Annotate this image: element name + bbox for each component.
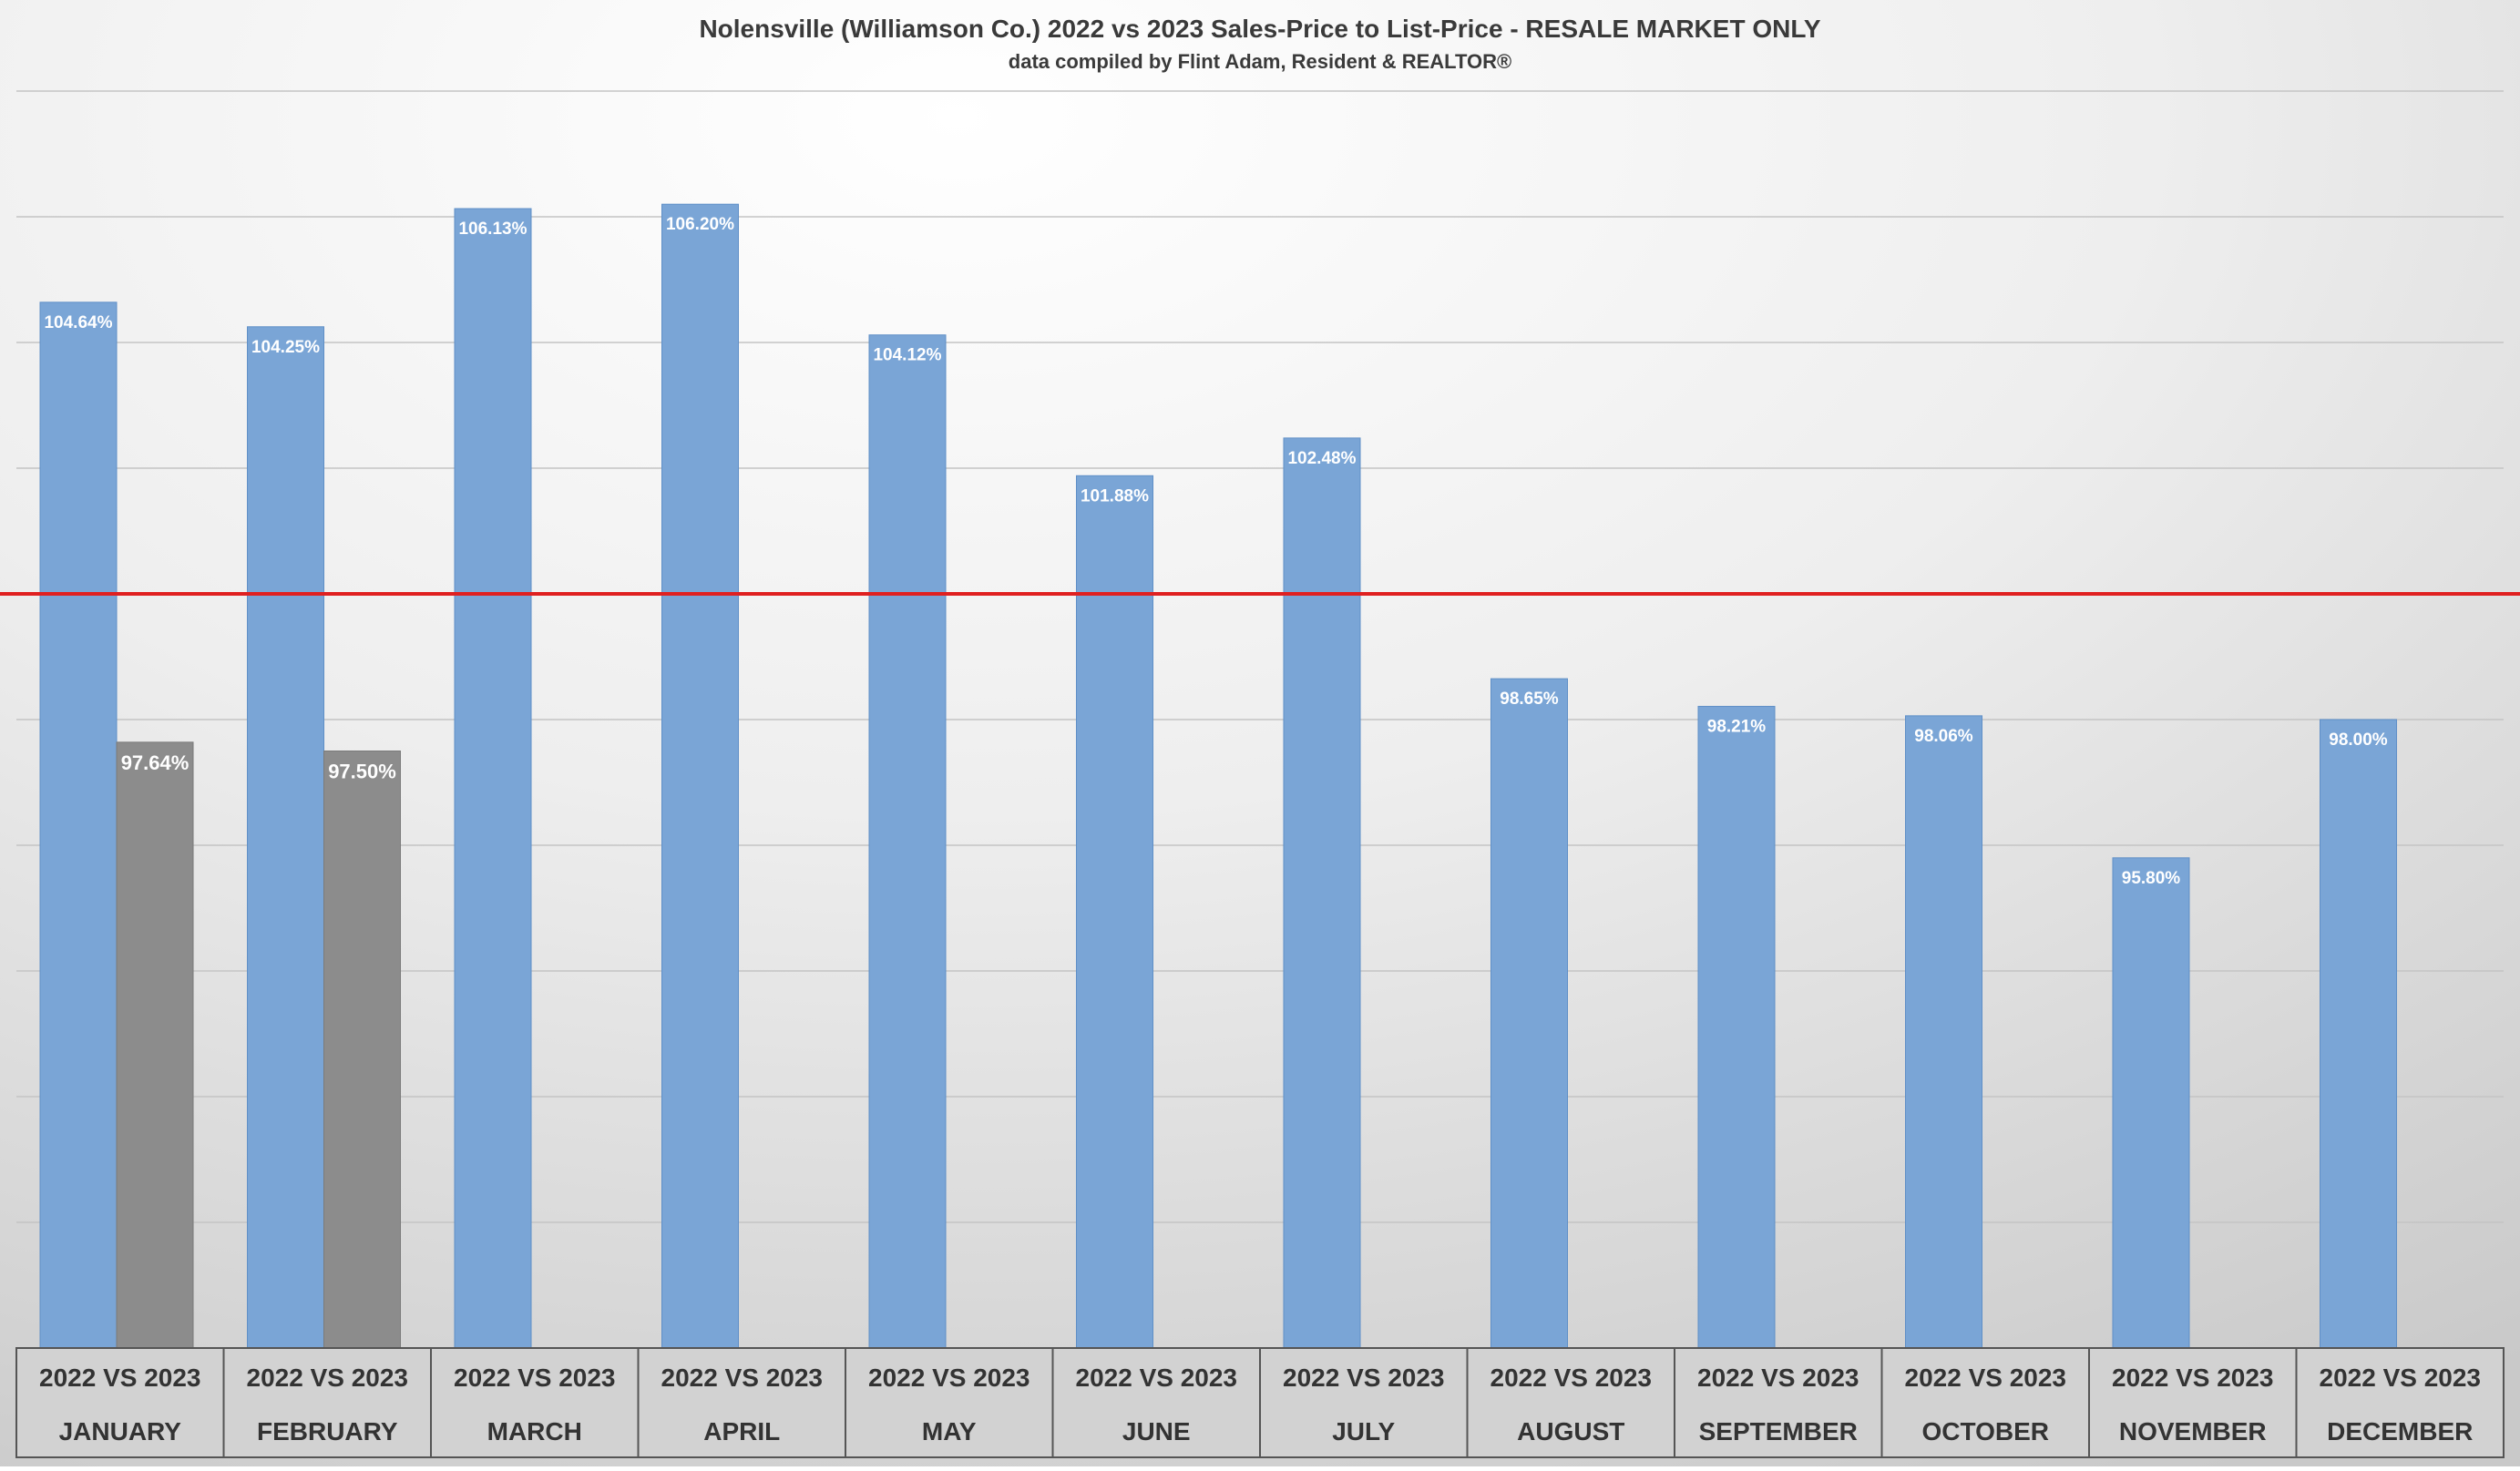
bar-june-series-1 xyxy=(1076,475,1153,1349)
tick-label-group: 2022 VS 2023 xyxy=(39,1364,201,1392)
bar-january-series-1 xyxy=(39,301,118,1349)
bar-march-series-1 xyxy=(454,208,532,1349)
bar-october-series-1 xyxy=(1905,715,1982,1349)
data-label: 106.20% xyxy=(666,215,734,234)
data-label: 98.06% xyxy=(1914,727,1973,746)
tick-label-group: 2022 VS 2023 xyxy=(2112,1364,2274,1392)
data-label: 104.64% xyxy=(44,313,112,332)
data-label: 95.80% xyxy=(2122,869,2181,888)
tick-label-month: MAY xyxy=(922,1417,977,1445)
tick-label-group: 2022 VS 2023 xyxy=(1490,1364,1653,1392)
bar-january-series-2 xyxy=(116,741,194,1349)
tick-label-group: 2022 VS 2023 xyxy=(661,1364,824,1392)
bar-february-series-2 xyxy=(323,751,401,1349)
data-label: 101.88% xyxy=(1081,486,1149,506)
bar-november-series-1 xyxy=(2112,857,2190,1349)
tick-label-month: SEPTEMBER xyxy=(1699,1417,1858,1445)
bars xyxy=(39,203,2397,1349)
tick-label-month: NOVEMBER xyxy=(2119,1417,2267,1445)
tick-label-month: MARCH xyxy=(487,1417,582,1445)
data-labels: 104.64% 97.64% 104.25% 97.50% 106.13% 106.20%… xyxy=(44,215,2387,888)
tick-label-group: 2022 VS 2023 xyxy=(1283,1364,1445,1392)
tick-label-month: JANUARY xyxy=(59,1417,182,1445)
tick-label-month: APRIL xyxy=(703,1417,780,1445)
data-label: 104.25% xyxy=(251,338,320,357)
data-label: 98.21% xyxy=(1707,718,1767,737)
bar-april-series-1 xyxy=(661,203,739,1349)
bar-december-series-1 xyxy=(2320,719,2397,1349)
tick-label-month: OCTOBER xyxy=(1922,1417,2050,1445)
tick-label-group: 2022 VS 2023 xyxy=(454,1364,616,1392)
data-label: 98.00% xyxy=(2329,730,2388,750)
bar-september-series-1 xyxy=(1697,706,1776,1349)
tick-label-group: 2022 VS 2023 xyxy=(1697,1364,1859,1392)
tick-label-group: 2022 VS 2023 xyxy=(1076,1364,1238,1392)
tick-label-month: AUGUST xyxy=(1517,1417,1624,1445)
x-axis-table: 2022 VS 2023 JANUARY 2022 VS 2023 FEBRUARY 2… xyxy=(15,1347,2505,1458)
tick-label-group: 2022 VS 2023 xyxy=(868,1364,1030,1392)
tick-label-group: 2022 VS 2023 xyxy=(1905,1364,2067,1392)
tick-label-group: 2022 VS 2023 xyxy=(247,1364,409,1392)
bar-may-series-1 xyxy=(868,334,947,1349)
chart-subtitle: data compiled by Flint Adam, Resident & … xyxy=(1009,50,1511,73)
bar-february-series-1 xyxy=(247,326,324,1349)
chart-title: Nolensville (Williamson Co.) 2022 vs 202… xyxy=(699,15,1820,43)
tick-label-group: 2022 VS 2023 xyxy=(2320,1364,2482,1392)
data-label: 98.65% xyxy=(1500,690,1559,709)
data-label: 97.50% xyxy=(328,761,396,783)
data-label: 104.12% xyxy=(873,346,941,365)
bar-july-series-1 xyxy=(1283,437,1361,1349)
data-label: 106.13% xyxy=(458,220,527,239)
data-label: 97.64% xyxy=(121,751,190,774)
data-label: 102.48% xyxy=(1287,449,1356,468)
tick-label-month: JUNE xyxy=(1122,1417,1191,1445)
bar-august-series-1 xyxy=(1490,678,1568,1349)
tick-label-month: JULY xyxy=(1332,1417,1395,1445)
tick-label-month: DECEMBER xyxy=(2327,1417,2473,1445)
tick-label-month: FEBRUARY xyxy=(257,1417,398,1445)
